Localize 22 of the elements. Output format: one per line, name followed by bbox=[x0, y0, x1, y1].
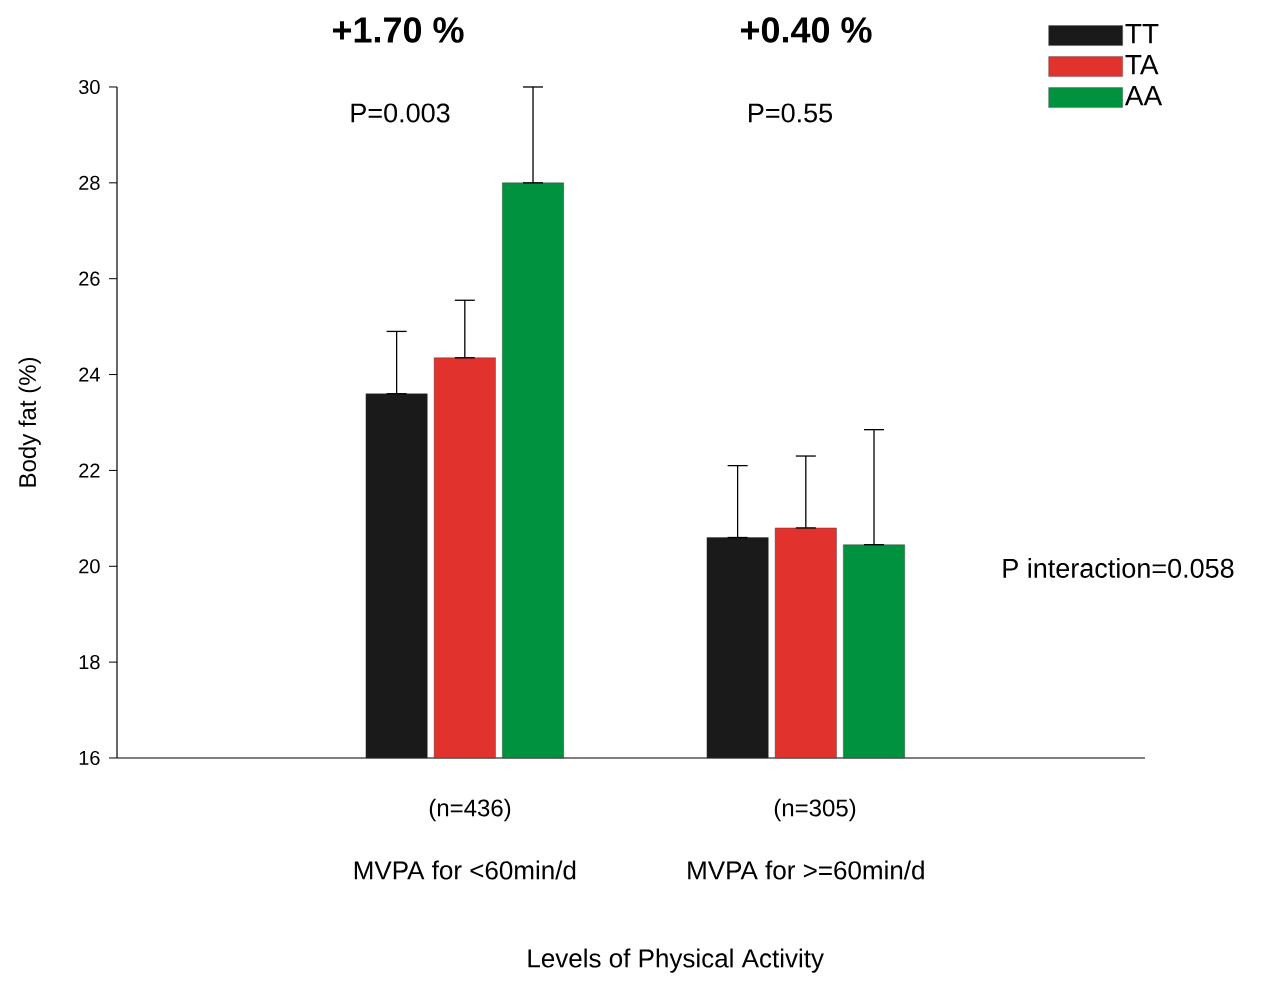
y-tick-label: 20 bbox=[79, 559, 100, 574]
x-axis-title: Levels of Physical Activity bbox=[528, 948, 824, 973]
text: (n=305) bbox=[774, 798, 856, 822]
y-tick-label: 24 bbox=[79, 367, 100, 382]
y-axis-title: Body fat (%) bbox=[18, 357, 41, 487]
y-tick-label: 18 bbox=[79, 655, 100, 670]
annotation: P=0.003 bbox=[351, 103, 450, 123]
annotation: P=0.55 bbox=[749, 103, 833, 123]
text: +0.40 % bbox=[740, 17, 872, 43]
y-tick-label: 22 bbox=[79, 463, 100, 478]
x-tick-label: MVPA for >=60min/d bbox=[688, 860, 924, 880]
y-tick-label: 30 bbox=[79, 79, 100, 95]
legend-label: AA bbox=[1124, 86, 1163, 106]
y-tick-label: 16 bbox=[79, 750, 100, 766]
text: (n=436) bbox=[429, 798, 511, 822]
annotation: P interaction=0.058 bbox=[1003, 558, 1234, 578]
text: +1.70 % bbox=[332, 17, 464, 43]
y-tick-label: 28 bbox=[79, 175, 100, 190]
y-tick-label: 26 bbox=[79, 271, 100, 286]
legend-label: TT bbox=[1125, 24, 1159, 44]
x-tick-label: MVPA for <60min/d bbox=[354, 860, 576, 880]
legend-label: TA bbox=[1125, 55, 1159, 75]
